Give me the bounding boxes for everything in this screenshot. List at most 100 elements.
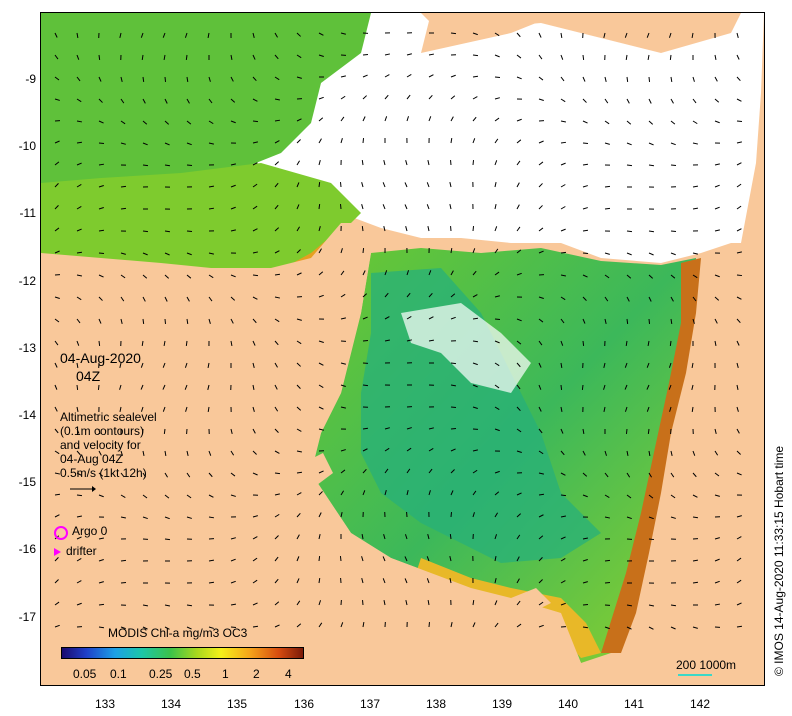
- velocity-arrow: [164, 164, 171, 167]
- velocity-arrow: [582, 559, 588, 562]
- velocity-arrow: [668, 362, 672, 368]
- velocity-arrow: [274, 76, 280, 81]
- velocity-arrow: [560, 406, 563, 413]
- x-tick-label: 136: [293, 697, 315, 711]
- velocity-arrow: [472, 96, 478, 100]
- velocity-arrow: [450, 511, 452, 518]
- velocity-arrow: [252, 472, 258, 476]
- velocity-arrow: [54, 406, 58, 412]
- velocity-arrow: [230, 494, 236, 497]
- velocity-arrow: [604, 252, 610, 255]
- velocity-arrow: [670, 76, 673, 83]
- velocity-arrow: [76, 98, 82, 103]
- velocity-arrow: [472, 512, 475, 518]
- velocity-arrow: [692, 185, 699, 188]
- velocity-arrow: [186, 604, 193, 607]
- velocity-arrow: [274, 556, 279, 562]
- velocity-arrow: [626, 626, 632, 630]
- velocity-arrow: [384, 292, 389, 298]
- velocity-arrow: [604, 207, 611, 210]
- velocity-arrow: [560, 515, 567, 518]
- velocity-arrow: [736, 472, 742, 476]
- velocity-arrow: [362, 384, 369, 387]
- velocity-arrow: [736, 141, 742, 144]
- velocity-arrow: [340, 248, 343, 254]
- velocity-arrow: [516, 623, 522, 628]
- velocity-arrow: [626, 296, 630, 302]
- velocity-arrow: [296, 318, 302, 321]
- velocity-arrow: [76, 557, 82, 562]
- velocity-arrow: [140, 32, 144, 38]
- velocity-arrow: [296, 76, 302, 79]
- cloud-patch: [401, 303, 531, 393]
- velocity-arrow: [252, 54, 256, 60]
- x-tick-label: 134: [160, 697, 182, 711]
- velocity-arrow: [516, 160, 521, 166]
- velocity-arrow: [450, 362, 457, 365]
- velocity-arrow: [54, 183, 59, 188]
- velocity-arrow: [252, 602, 258, 606]
- velocity-arrow: [318, 32, 324, 36]
- velocity-arrow: [648, 318, 651, 325]
- velocity-arrow: [164, 296, 168, 302]
- velocity-arrow: [494, 470, 500, 474]
- velocity-arrow: [383, 226, 386, 232]
- velocity-arrow: [560, 318, 565, 324]
- velocity-arrow: [142, 274, 148, 279]
- velocity-arrow: [670, 472, 675, 478]
- velocity-arrow: [670, 604, 677, 607]
- velocity-arrow: [426, 204, 430, 210]
- velocity-arrow: [142, 626, 148, 630]
- velocity-arrow: [230, 580, 236, 584]
- velocity-arrow: [185, 406, 188, 412]
- velocity-arrow: [646, 32, 650, 38]
- velocity-arrow: [252, 32, 255, 38]
- velocity-arrow: [538, 579, 543, 584]
- legend-line: (0.1m contours): [60, 424, 145, 438]
- velocity-arrow: [252, 536, 258, 540]
- velocity-arrow: [736, 183, 742, 188]
- velocity-arrow: [142, 252, 148, 256]
- velocity-arrow: [472, 340, 479, 343]
- velocity-arrow: [714, 98, 720, 103]
- velocity-arrow: [120, 626, 126, 630]
- velocity-arrow: [714, 76, 718, 82]
- velocity-arrow: [208, 516, 215, 519]
- velocity-arrow: [647, 340, 650, 347]
- velocity-arrow: [120, 207, 127, 210]
- velocity-arrow: [406, 292, 411, 298]
- velocity-arrow: [142, 296, 146, 302]
- velocity-arrow: [494, 226, 498, 232]
- colorbar-tick: 1: [222, 667, 229, 681]
- velocity-arrow: [340, 622, 344, 628]
- velocity-arrow: [98, 559, 104, 562]
- velocity-arrow: [692, 76, 695, 82]
- velocity-arrow: [186, 296, 190, 302]
- velocity-arrow: [670, 142, 676, 146]
- velocity-arrow: [252, 251, 258, 254]
- velocity-arrow: [164, 120, 170, 125]
- velocity-arrow: [76, 228, 82, 232]
- velocity-arrow: [98, 76, 102, 82]
- velocity-arrow: [76, 318, 81, 324]
- velocity-arrow: [362, 339, 369, 342]
- map-frame[interactable]: [40, 12, 765, 686]
- velocity-arrow: [472, 75, 479, 78]
- velocity-arrow: [340, 469, 346, 474]
- velocity-arrow: [384, 116, 388, 122]
- velocity-arrow: [230, 120, 236, 124]
- velocity-arrow: [185, 340, 188, 347]
- velocity-arrow: [362, 137, 365, 144]
- velocity-arrow: [626, 516, 632, 520]
- velocity-arrow: [98, 450, 102, 456]
- velocity-arrow: [736, 296, 742, 300]
- velocity-arrow: [318, 271, 324, 276]
- velocity-arrow: [406, 116, 410, 122]
- y-tick-label: -12: [18, 274, 36, 288]
- velocity-arrow: [318, 181, 321, 188]
- velocity-arrow: [383, 534, 386, 540]
- velocity-arrow: [54, 384, 58, 390]
- velocity-arrow: [714, 274, 720, 278]
- velocity-arrow: [384, 339, 390, 342]
- velocity-arrow: [186, 516, 192, 519]
